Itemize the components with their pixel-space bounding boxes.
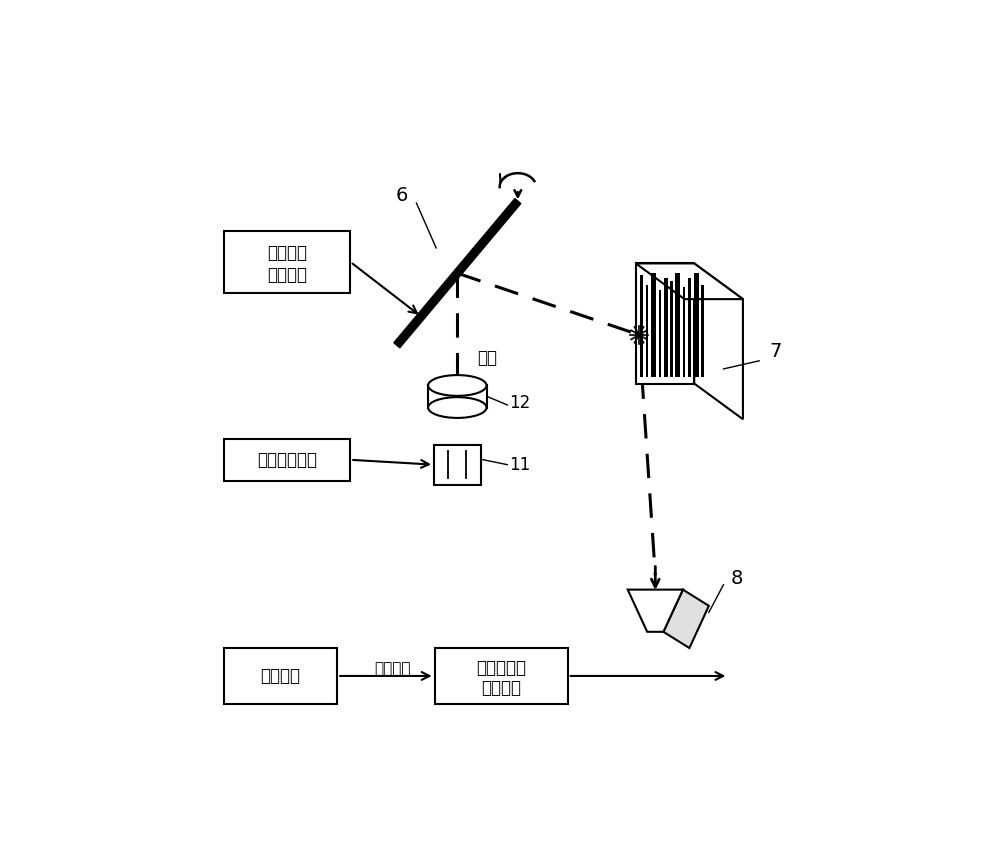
FancyBboxPatch shape [435,648,568,704]
Text: 激光驱动电路: 激光驱动电路 [257,451,317,469]
Polygon shape [636,263,743,299]
Text: 激光: 激光 [477,348,497,367]
Polygon shape [675,273,680,377]
Polygon shape [636,263,694,384]
Polygon shape [651,273,656,377]
Text: 12: 12 [509,394,531,412]
Polygon shape [664,278,668,377]
Text: 11: 11 [509,456,531,474]
Ellipse shape [428,397,487,418]
Polygon shape [670,282,673,377]
Text: 主计算机: 主计算机 [260,667,300,685]
Text: 解码结果: 解码结果 [374,662,411,677]
Polygon shape [688,278,691,377]
Polygon shape [694,263,743,419]
FancyBboxPatch shape [434,444,481,485]
Text: 运动机构: 运动机构 [267,244,307,261]
Polygon shape [646,285,648,377]
Polygon shape [694,273,699,377]
FancyBboxPatch shape [224,648,337,704]
Polygon shape [628,589,683,631]
Polygon shape [394,199,521,348]
Text: 驱动电路: 驱动电路 [267,266,307,284]
Ellipse shape [428,375,487,396]
Polygon shape [640,276,643,377]
Text: 6: 6 [396,185,408,205]
FancyBboxPatch shape [224,231,350,293]
Text: 解码电路: 解码电路 [481,679,521,697]
Polygon shape [659,290,661,377]
Polygon shape [663,589,709,648]
FancyBboxPatch shape [224,438,350,481]
Text: 7: 7 [769,341,782,361]
Text: 8: 8 [730,569,743,588]
Text: 模拟和数字: 模拟和数字 [476,658,526,677]
Polygon shape [683,287,685,377]
Polygon shape [701,285,704,377]
